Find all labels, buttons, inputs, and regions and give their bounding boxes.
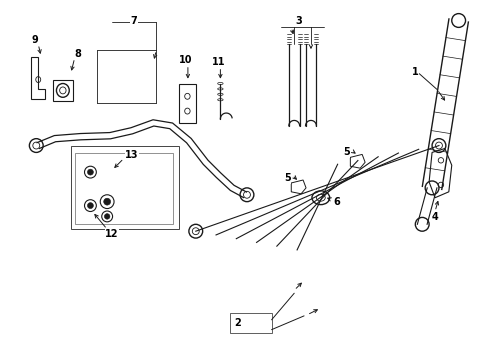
Text: 13: 13 xyxy=(125,150,139,161)
Text: 7: 7 xyxy=(130,15,137,26)
Text: 10: 10 xyxy=(179,55,193,65)
Bar xyxy=(71,145,179,229)
Text: 9: 9 xyxy=(32,35,39,45)
Text: 4: 4 xyxy=(432,212,439,222)
Text: 8: 8 xyxy=(74,49,81,59)
Bar xyxy=(53,80,73,101)
Text: 11: 11 xyxy=(212,57,225,67)
Text: 12: 12 xyxy=(105,229,119,239)
Bar xyxy=(230,313,271,333)
Text: 1: 1 xyxy=(412,67,419,77)
Text: 6: 6 xyxy=(333,197,340,207)
Text: 2: 2 xyxy=(235,318,242,328)
Text: 3: 3 xyxy=(296,15,302,26)
Bar xyxy=(74,153,173,224)
Circle shape xyxy=(104,214,110,219)
Circle shape xyxy=(88,203,94,208)
Text: 5: 5 xyxy=(284,173,291,183)
Circle shape xyxy=(104,198,111,205)
Circle shape xyxy=(88,169,94,175)
Text: 5: 5 xyxy=(343,148,350,157)
